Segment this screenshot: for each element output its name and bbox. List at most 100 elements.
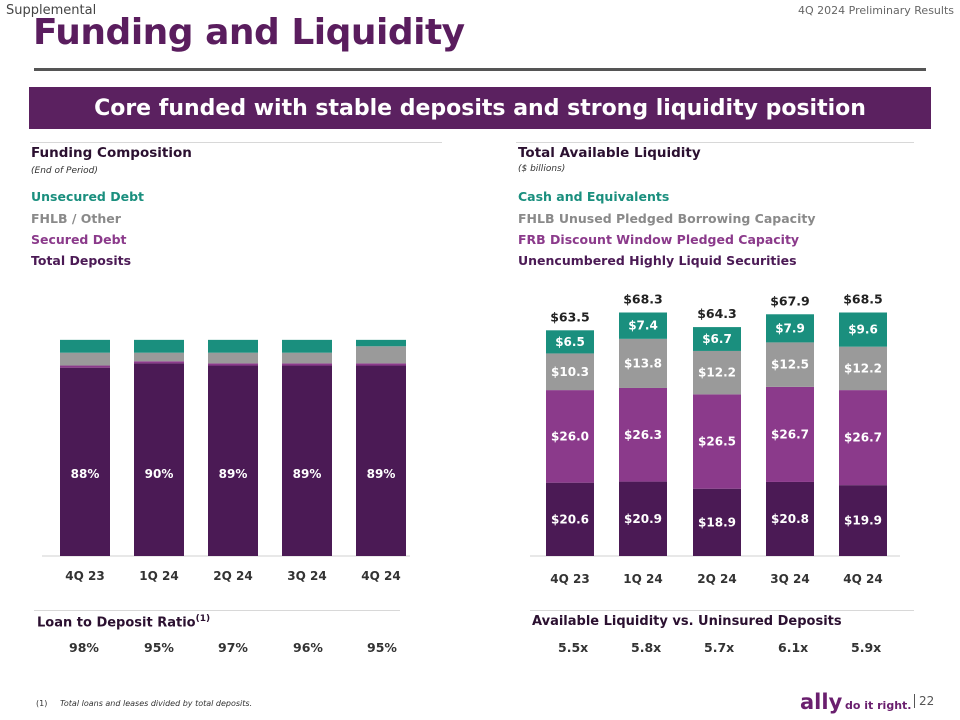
bar-segment-fhlb-other — [356, 346, 406, 364]
bar-segment-frb-discount-window-pledged-capacity — [693, 394, 741, 489]
ldr-title: Loan to Deposit Ratio(1) — [37, 614, 210, 630]
report-period-label: 4Q 2024 Preliminary Results — [798, 4, 954, 17]
bar-segment-unencumbered-highly-liquid-securities — [766, 481, 814, 556]
x-tick-label: 3Q 24 — [287, 569, 326, 583]
bar-segment-cash-and-equivalents — [839, 312, 887, 347]
bar-segment-frb-discount-window-pledged-capacity — [766, 386, 814, 482]
ratio-value: 5.5x — [558, 640, 589, 655]
x-tick-label: 3Q 24 — [770, 572, 809, 586]
segment-value-label: $6.7 — [702, 332, 732, 346]
ratio-value: 5.8x — [631, 640, 662, 655]
x-tick-label: 4Q 24 — [361, 569, 400, 583]
bar-segment-frb-discount-window-pledged-capacity — [546, 390, 594, 483]
left-top-divider — [30, 142, 442, 143]
right-top-divider — [516, 142, 914, 143]
bar-segment-fhlb-other — [282, 352, 332, 364]
funding-composition-subtitle: (End of Period) — [31, 166, 98, 176]
bar-segment-secured-debt — [134, 361, 184, 364]
bar-segment-cash-and-equivalents — [546, 330, 594, 354]
legend-fhlb-unused: FHLB Unused Pledged Borrowing Capacity — [518, 211, 816, 226]
bar-segment-secured-debt — [356, 363, 406, 366]
bar-segment-total-deposits — [282, 365, 332, 556]
segment-value-label: $20.8 — [771, 512, 809, 526]
segment-value-label: $9.6 — [848, 323, 878, 337]
bar-segment-frb-discount-window-pledged-capacity — [619, 387, 667, 482]
ldr-value: 98% — [69, 640, 99, 655]
bar-segment-unencumbered-highly-liquid-securities — [546, 482, 594, 556]
segment-value-label: $6.5 — [555, 335, 585, 349]
bar-segment-fhlb-unused-pledged-borrowing-capacity — [693, 350, 741, 395]
x-tick-label: 4Q 23 — [550, 572, 589, 586]
ratio-divider — [530, 610, 914, 611]
ldr-divider — [34, 610, 400, 611]
segment-value-label: $12.2 — [698, 366, 736, 380]
x-tick-label: 1Q 24 — [139, 569, 178, 583]
bar-total-label: $68.3 — [623, 291, 663, 306]
legend-frb-discount: FRB Discount Window Pledged Capacity — [518, 232, 800, 247]
bar-segment-fhlb-other — [60, 352, 110, 366]
legend-cash: Cash and Equivalents — [518, 189, 670, 204]
x-tick-label: 4Q 23 — [65, 569, 104, 583]
bar-segment-frb-discount-window-pledged-capacity — [839, 390, 887, 486]
segment-value-label: $12.2 — [844, 361, 882, 375]
title-divider — [34, 68, 926, 71]
ratio-value: 6.1x — [778, 640, 809, 655]
liquidity-subtitle: ($ billions) — [518, 164, 566, 174]
ldr-value: 95% — [144, 640, 174, 655]
x-tick-label: 2Q 24 — [697, 572, 736, 586]
footnote-number: (1) — [36, 699, 48, 708]
bar-segment-fhlb-unused-pledged-borrowing-capacity — [546, 353, 594, 391]
bar-segment-total-deposits — [208, 365, 258, 556]
bar-segment-unsecured-debt — [134, 339, 184, 353]
x-tick-label: 2Q 24 — [213, 569, 252, 583]
ally-tagline: do it right. — [845, 699, 912, 712]
bar-segment-total-deposits — [60, 367, 110, 556]
page-number: 22 — [914, 694, 934, 708]
segment-value-label: $10.3 — [551, 365, 589, 379]
footnote-text: Total loans and leases divided by total … — [60, 699, 253, 708]
legend-fhlb-other: FHLB / Other — [31, 211, 121, 226]
bar-segment-total-deposits — [134, 363, 184, 556]
segment-value-label: $7.9 — [775, 321, 805, 335]
ratio-value: 5.7x — [704, 640, 735, 655]
bar-segment-unencumbered-highly-liquid-securities — [839, 485, 887, 556]
bar-segment-unsecured-debt — [356, 339, 406, 347]
ldr-title-text: Loan to Deposit Ratio — [37, 615, 196, 631]
legend-secured-debt: Secured Debt — [31, 232, 127, 247]
segment-value-label: $26.3 — [624, 428, 662, 442]
funding-composition-title: Funding Composition — [31, 145, 192, 161]
bar-total-label: $64.3 — [697, 306, 737, 321]
segment-value-label: $20.9 — [624, 512, 662, 526]
bar-data-label: 88% — [71, 467, 100, 481]
segment-value-label: $7.4 — [628, 319, 658, 333]
bar-segment-total-deposits — [356, 365, 406, 556]
liquidity-chart: $20.6 $26.0 $10.3 $6.5 $63.5 4Q 23 $20.9 $26.3 $… — [530, 291, 900, 586]
legend-securities: Unencumbered Highly Liquid Securities — [518, 253, 797, 268]
bar-total-label: $68.5 — [843, 291, 883, 306]
legend-total-deposits: Total Deposits — [31, 253, 132, 268]
bar-segment-unsecured-debt — [282, 339, 332, 353]
bar-segment-secured-debt — [282, 363, 332, 366]
ratio-title: Available Liquidity vs. Uninsured Deposi… — [532, 614, 842, 629]
x-tick-label: 1Q 24 — [623, 572, 662, 586]
segment-value-label: $26.0 — [551, 429, 589, 443]
ratio-value: 5.9x — [851, 640, 882, 655]
bar-data-label: 90% — [145, 467, 174, 481]
ally-logo: ally — [800, 690, 843, 714]
bar-segment-fhlb-unused-pledged-borrowing-capacity — [619, 338, 667, 388]
bar-segment-fhlb-unused-pledged-borrowing-capacity — [839, 346, 887, 391]
segment-value-label: $18.9 — [698, 515, 736, 529]
bar-segment-secured-debt — [60, 365, 110, 368]
bar-segment-unsecured-debt — [208, 339, 258, 353]
x-tick-label: 4Q 24 — [843, 572, 882, 586]
ldr-value: 97% — [218, 640, 248, 655]
segment-value-label: $12.5 — [771, 358, 809, 372]
funding-composition-chart: 88% 4Q 23 90% 1Q 24 89% 2Q 24 89% 3Q 24 89% 4Q 24 — [42, 339, 410, 583]
bar-data-label: 89% — [367, 467, 396, 481]
ldr-value: 95% — [367, 640, 397, 655]
segment-value-label: $20.6 — [551, 512, 589, 526]
segment-value-label: $19.9 — [844, 514, 882, 528]
bar-segment-fhlb-other — [208, 352, 258, 364]
bar-segment-cash-and-equivalents — [766, 314, 814, 343]
